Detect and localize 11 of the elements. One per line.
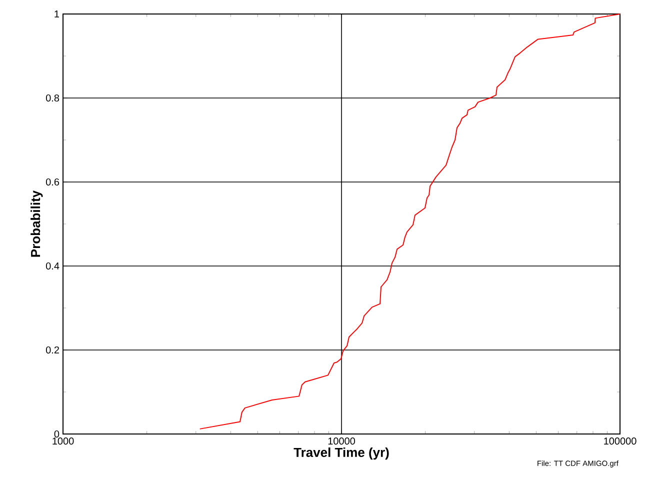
x-axis-title: Travel Time (yr) <box>294 447 389 460</box>
x-tick-label: 10000 <box>328 438 356 445</box>
x-tick-label: 1000 <box>52 438 74 445</box>
y-tick-label: 0.4 <box>46 262 60 270</box>
y-tick-label: 0.2 <box>46 346 59 354</box>
y-tick-label: 0.6 <box>46 178 60 186</box>
y-tick-label: 0 <box>54 430 60 438</box>
y-axis-title: Probability <box>30 190 43 257</box>
y-tick-label: 0.8 <box>46 94 60 102</box>
x-tick-label: 100000 <box>604 438 636 445</box>
y-tick-label: 1 <box>54 10 60 18</box>
